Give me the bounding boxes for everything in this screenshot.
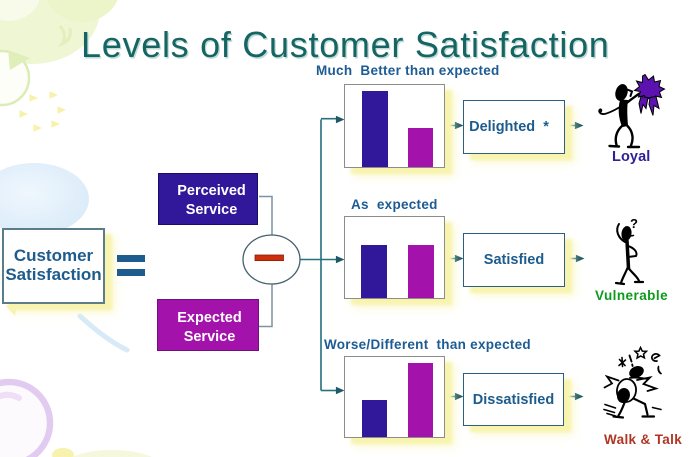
- svg-text:?: ?: [630, 216, 638, 231]
